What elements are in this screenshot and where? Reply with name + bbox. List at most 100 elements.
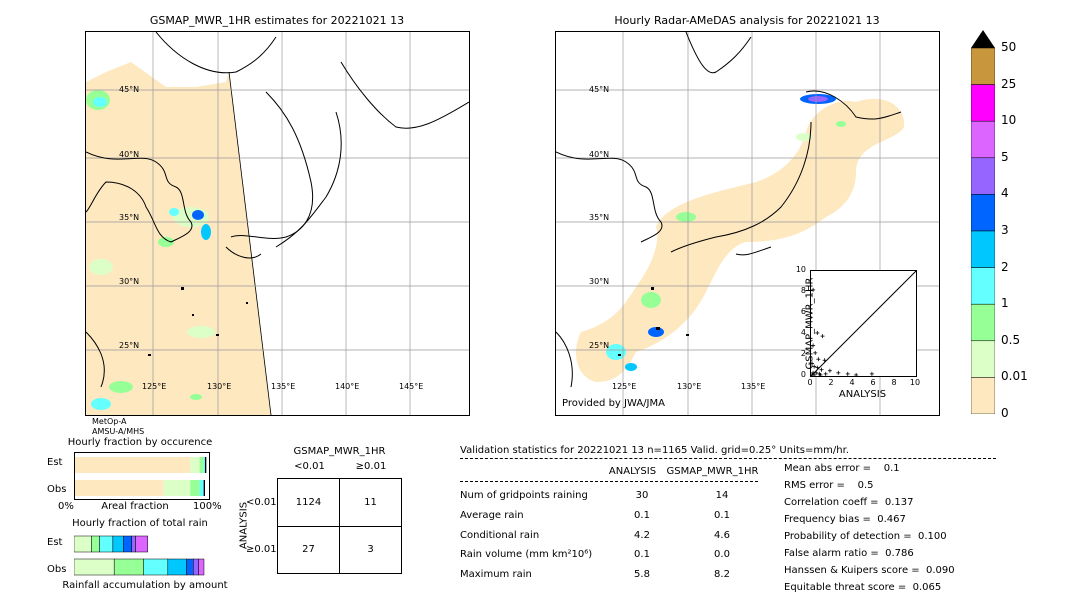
score-line: Probability of detection = 0.100 (784, 531, 947, 542)
stacked-bar-segment (199, 457, 204, 473)
right-lon-label: 125°E (612, 382, 637, 391)
left-lat-label: 35°N (119, 213, 140, 222)
total-rain-bars (73, 535, 205, 576)
score-line: False alarm ratio = 0.786 (784, 548, 914, 559)
scatter-point (810, 361, 815, 366)
right-coverage-area (576, 98, 905, 382)
scatter-plot-frame (810, 270, 917, 377)
stat-row-gsmap: 8.2 (714, 569, 730, 580)
left-map-title: GSMAP_MWR_1HR estimates for 20221021 13 (149, 14, 405, 27)
total-rain-chart (73, 532, 208, 578)
total-rain-row-label: Obs (47, 564, 67, 575)
stacked-bar-segment (143, 558, 169, 576)
score-line: Correlation coeff = 0.137 (784, 497, 914, 508)
stacked-bar-segment (113, 558, 144, 576)
right-islands (618, 287, 689, 356)
satellite-note-line2: AMSU-A/MHS (92, 427, 145, 436)
right-lat-label: 25°N (589, 341, 610, 350)
colorbar-segment (970, 157, 996, 195)
scatter-y-tick: 0 (800, 370, 806, 379)
colorbar-segment (970, 84, 996, 122)
colorbar (970, 30, 996, 415)
scatter-x-tick: 6 (870, 378, 876, 387)
stat-row-analysis: 4.2 (634, 530, 650, 541)
colorbar-segment (970, 120, 996, 159)
scatter-plot (810, 270, 917, 377)
scatter-point (811, 287, 816, 292)
score-line: Equitable threat score = 0.065 (784, 582, 942, 593)
colorbar-svg (970, 30, 996, 415)
scatter-x-tick: 2 (828, 378, 834, 387)
occurrence-row-label: Obs (47, 484, 67, 495)
scatter-xlabel: ANALYSIS (838, 389, 887, 400)
occurrence-chart (74, 452, 210, 500)
total-rain-row-label: Est (47, 537, 63, 548)
left-lat-label: 25°N (119, 341, 140, 350)
stacked-bar-segment (199, 480, 204, 496)
right-lon-label: 135°E (741, 382, 766, 391)
scatter-x-tick: 8 (891, 378, 897, 387)
stacked-bar-segment (203, 457, 205, 473)
scatter-point (816, 357, 821, 362)
colorbar-segment (970, 377, 996, 415)
scatter-point (827, 368, 832, 373)
scatter-point (869, 371, 874, 376)
provider-credit: Provided by JWA/JMA (562, 398, 665, 409)
stat-row-label: Num of gridpoints raining (460, 490, 588, 501)
colorbar-segment (970, 303, 996, 342)
validation-header: Validation statistics for 20221021 13 n=… (460, 445, 849, 456)
stacked-bar-segment (123, 535, 132, 553)
stat-row-gsmap: 0.1 (714, 510, 730, 521)
stat-row-label: Average rain (460, 510, 524, 521)
left-lat-label: 30°N (119, 277, 140, 286)
scatter-x-tick: 0 (807, 378, 813, 387)
score-line: RMS error = 0.5 (784, 480, 874, 491)
colorbar-label: 1 (1001, 296, 1009, 311)
colorbar-segment (970, 230, 996, 268)
colorbar-over-arrow (971, 30, 995, 48)
stat-row-label: Conditional rain (460, 530, 540, 541)
scatter-point (822, 358, 827, 363)
colorbar-label: 4 (1001, 186, 1009, 201)
contingency-row-label: ≥0.01 (246, 544, 277, 555)
right-coastlines (556, 32, 902, 388)
occurrence-bars (75, 457, 207, 496)
score-line: Frequency bias = 0.467 (784, 514, 906, 525)
right-lat-label: 45°N (589, 85, 610, 94)
left-lon-label: 145°E (399, 382, 424, 391)
scatter-point (811, 343, 816, 348)
colorbar-label: 3 (1001, 223, 1009, 237)
stacked-bar-segment (193, 558, 199, 576)
contingency-row-label: <0.01 (246, 497, 277, 508)
stacked-bar-segment (75, 480, 164, 496)
occurrence-row-label: Est (47, 457, 63, 468)
scatter-point (814, 370, 819, 375)
left-grid (86, 32, 469, 415)
validation-col-gsmap: GSMAP_MWR_1HR (666, 466, 759, 477)
scatter-x-tick: 10 (909, 378, 921, 387)
left-islands (148, 287, 248, 356)
stacked-bar-segment (167, 558, 187, 576)
stacked-bar-segment (190, 480, 200, 496)
right-lon-label: 130°E (677, 382, 702, 391)
colorbar-label: 10 (1001, 113, 1017, 128)
scatter-point (836, 370, 841, 375)
stat-row-label: Rain volume (mm km²10⁶) (460, 549, 593, 560)
validation-col-divider (460, 481, 758, 482)
stacked-bar-segment (190, 457, 200, 473)
stacked-bar-segment (131, 535, 136, 553)
scatter-point (813, 350, 818, 355)
contingency-cell: 3 (339, 525, 402, 574)
occurrence-tick-100: 100% (193, 501, 222, 512)
stat-row-analysis: 0.1 (634, 510, 650, 521)
scatter-point (845, 371, 850, 376)
left-coastlines (86, 32, 469, 388)
stat-row-analysis: 0.1 (634, 549, 650, 560)
stacked-bar-segment (75, 457, 191, 473)
scatter-point (854, 372, 859, 377)
scatter-point (815, 365, 820, 370)
validation-col-analysis: ANALYSIS (608, 466, 657, 477)
scatter-y-tick: 10 (795, 265, 806, 274)
score-line: Mean abs error = 0.1 (784, 463, 900, 474)
colorbar-segment (970, 194, 996, 232)
